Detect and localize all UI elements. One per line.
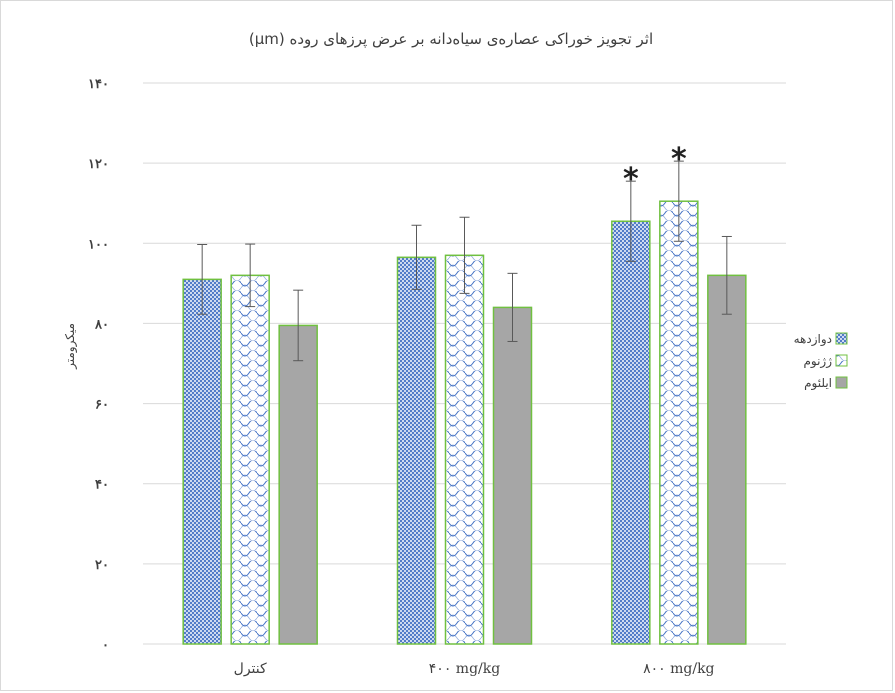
legend-swatch — [835, 332, 848, 345]
y-tick-label: ۲۰ — [95, 558, 109, 573]
x-category-label: کنترل — [234, 661, 267, 677]
bar — [230, 274, 270, 645]
x-category-label: ۴۰۰ mg/kg — [429, 661, 500, 677]
x-axis-categories: کنترل ۴۰۰ mg/kg ۸۰۰ mg/kg — [234, 661, 715, 677]
y-tick-label: ۸۰ — [94, 317, 109, 332]
bar — [492, 306, 533, 645]
bar — [444, 254, 485, 645]
significance-star: * — [671, 142, 687, 177]
bar — [611, 220, 651, 645]
bar — [396, 256, 437, 645]
chart-title: اثر تجویز خوراکی عصاره‌ی سیاه‌دانه بر عر… — [249, 30, 653, 49]
legend-swatch — [835, 354, 848, 367]
y-tick-label: ۱۰۰ — [88, 237, 109, 252]
y-tick-label: ۴۰ — [95, 478, 109, 493]
legend-label: دوازدهه — [794, 332, 832, 347]
y-axis-label: میکرومتر — [63, 323, 78, 370]
y-tick-label: ۶۰ — [95, 398, 109, 413]
significance-star: * — [623, 162, 639, 197]
bar — [659, 200, 699, 645]
y-tick-label: ۱۴۰ — [88, 77, 109, 92]
legend-label: ژژنوم — [803, 354, 832, 369]
bars — [182, 200, 747, 645]
legend: دوازدهه ژژنوم ایلئوم — [794, 332, 848, 391]
legend-label: ایلئوم — [804, 376, 832, 391]
legend-swatch — [835, 376, 848, 389]
error-bars — [197, 160, 732, 362]
x-category-label: ۸۰۰ mg/kg — [643, 661, 714, 677]
bar — [182, 278, 222, 645]
significance-markers: ** — [623, 142, 687, 197]
y-tick-label: ۱۲۰ — [88, 157, 109, 172]
y-axis-ticks: ۰ ۲۰ ۴۰ ۶۰ ۸۰ ۱۰۰ ۱۲۰ ۱۴۰ — [88, 77, 109, 653]
bar — [707, 274, 747, 645]
bar — [278, 324, 318, 645]
y-tick-label: ۰ — [102, 638, 109, 653]
